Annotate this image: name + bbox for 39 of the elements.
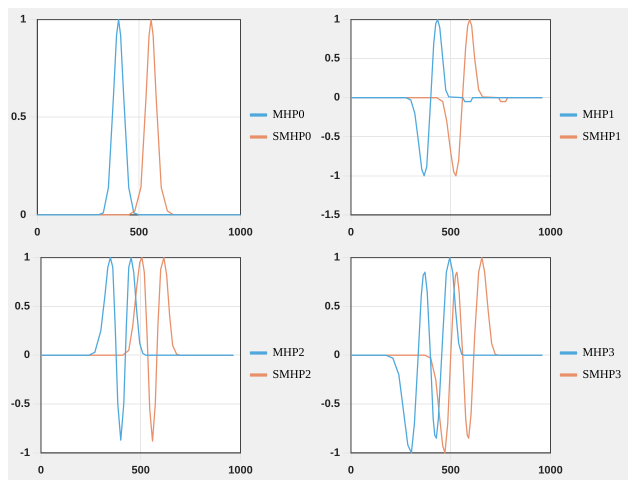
legend-label: SMHP1 — [582, 129, 622, 144]
x-tick-label: 500 — [442, 464, 460, 476]
x-tick-label: 1000 — [538, 464, 563, 476]
legend-label: MHP0 — [272, 107, 305, 122]
y-tick-label: 1 — [24, 252, 30, 264]
y-tick-label: -0.5 — [320, 130, 340, 143]
y-tick-label: 1 — [334, 14, 340, 26]
x-tick-label: 0 — [348, 464, 354, 476]
legend-label: MHP1 — [582, 107, 615, 122]
y-tick-label: -1 — [330, 170, 340, 182]
x-tick-label: 1000 — [538, 226, 563, 238]
y-tick-label: 0 — [24, 349, 30, 362]
y-tick-label: 0 — [20, 208, 26, 221]
y-tick-label: 1 — [334, 252, 340, 264]
x-tick-label: 1000 — [228, 226, 253, 238]
legend-label: MHP3 — [582, 345, 615, 360]
legend-label: MHP2 — [272, 345, 305, 360]
y-tick-label: 0 — [334, 349, 340, 362]
y-tick-label: 0.5 — [14, 300, 30, 312]
x-tick-label: 1000 — [228, 464, 253, 476]
x-tick-label: 0 — [38, 464, 44, 476]
legend-label: SMHP0 — [272, 129, 312, 144]
x-tick-label: 500 — [132, 464, 150, 476]
legend-label: SMHP2 — [272, 367, 312, 382]
y-tick-label: 0.5 — [324, 52, 340, 65]
x-tick-label: 500 — [130, 226, 148, 238]
x-tick-label: 0 — [348, 226, 354, 238]
y-tick-label: 0 — [334, 92, 340, 104]
legend-label: SMHP3 — [582, 367, 622, 382]
y-tick-label: -1 — [20, 446, 30, 459]
y-tick-label: 1 — [20, 14, 26, 26]
x-tick-label: 500 — [442, 226, 460, 238]
y-tick-label: 0.5 — [324, 300, 340, 312]
y-tick-label: -1 — [330, 446, 340, 459]
x-tick-label: 0 — [34, 226, 40, 238]
y-tick-label: 0.5 — [10, 111, 26, 124]
y-tick-label: -1.5 — [320, 208, 340, 221]
y-tick-label: -0.5 — [320, 398, 340, 410]
y-tick-label: -0.5 — [10, 398, 30, 410]
